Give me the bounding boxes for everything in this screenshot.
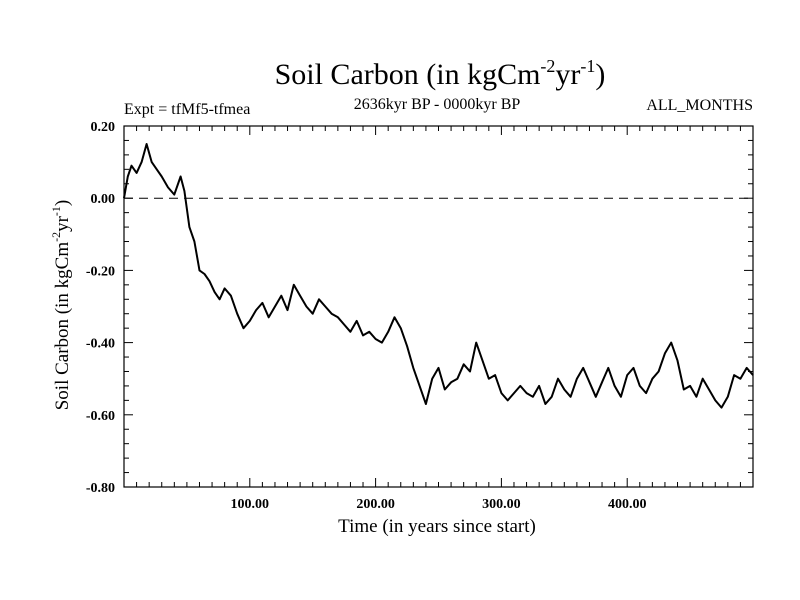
y-tick-label: -0.20 — [86, 264, 115, 279]
chart-title-sup-2: -1 — [580, 56, 595, 76]
y-tick-label: 0.00 — [91, 192, 116, 207]
y-tick-label: -0.40 — [86, 337, 115, 352]
y-tick-label: -0.80 — [86, 481, 115, 496]
x-tick-label: 100.00 — [231, 497, 270, 512]
x-axis-label: Time (in years since start) — [338, 516, 536, 537]
chart-title-end: ) — [595, 58, 605, 91]
chart-title-main: Soil Carbon (in kgCm — [275, 58, 541, 91]
axis-ticks — [124, 126, 753, 487]
series-line — [123, 143, 754, 409]
x-tick-label: 300.00 — [482, 497, 521, 512]
y-axis-label-sup-1: -2 — [49, 232, 63, 242]
y-axis-label-sup-2: -1 — [49, 206, 63, 216]
period-label: 2636kyr BP - 0000kyr BP — [354, 96, 521, 113]
experiment-label: Expt = tfMf5-tfmea — [124, 101, 250, 118]
chart-title-sup-1: -2 — [540, 56, 555, 76]
y-tick-label: -0.60 — [86, 409, 115, 424]
y-tick-label: 0.20 — [91, 120, 116, 135]
chart-title: Soil Carbon (in kgCm-2yr-1) — [275, 56, 606, 91]
chart-title-mid: yr — [555, 58, 580, 91]
y-axis-label-main: Soil Carbon (in kgCm — [52, 242, 73, 411]
y-axis-label: Soil Carbon (in kgCm-2yr-1) — [49, 200, 73, 411]
x-tick-label: 200.00 — [356, 497, 395, 512]
y-axis-label-mid: yr — [52, 215, 73, 232]
months-label: ALL_MONTHS — [646, 97, 753, 114]
x-tick-label: 400.00 — [608, 497, 647, 512]
plot-frame — [123, 125, 754, 488]
y-tick-labels: 0.20 0.00 -0.20 -0.40 -0.60 -0.80 — [86, 120, 115, 496]
y-axis-label-end: ) — [52, 200, 73, 206]
x-tick-labels: 100.00 200.00 300.00 400.00 — [231, 497, 647, 512]
